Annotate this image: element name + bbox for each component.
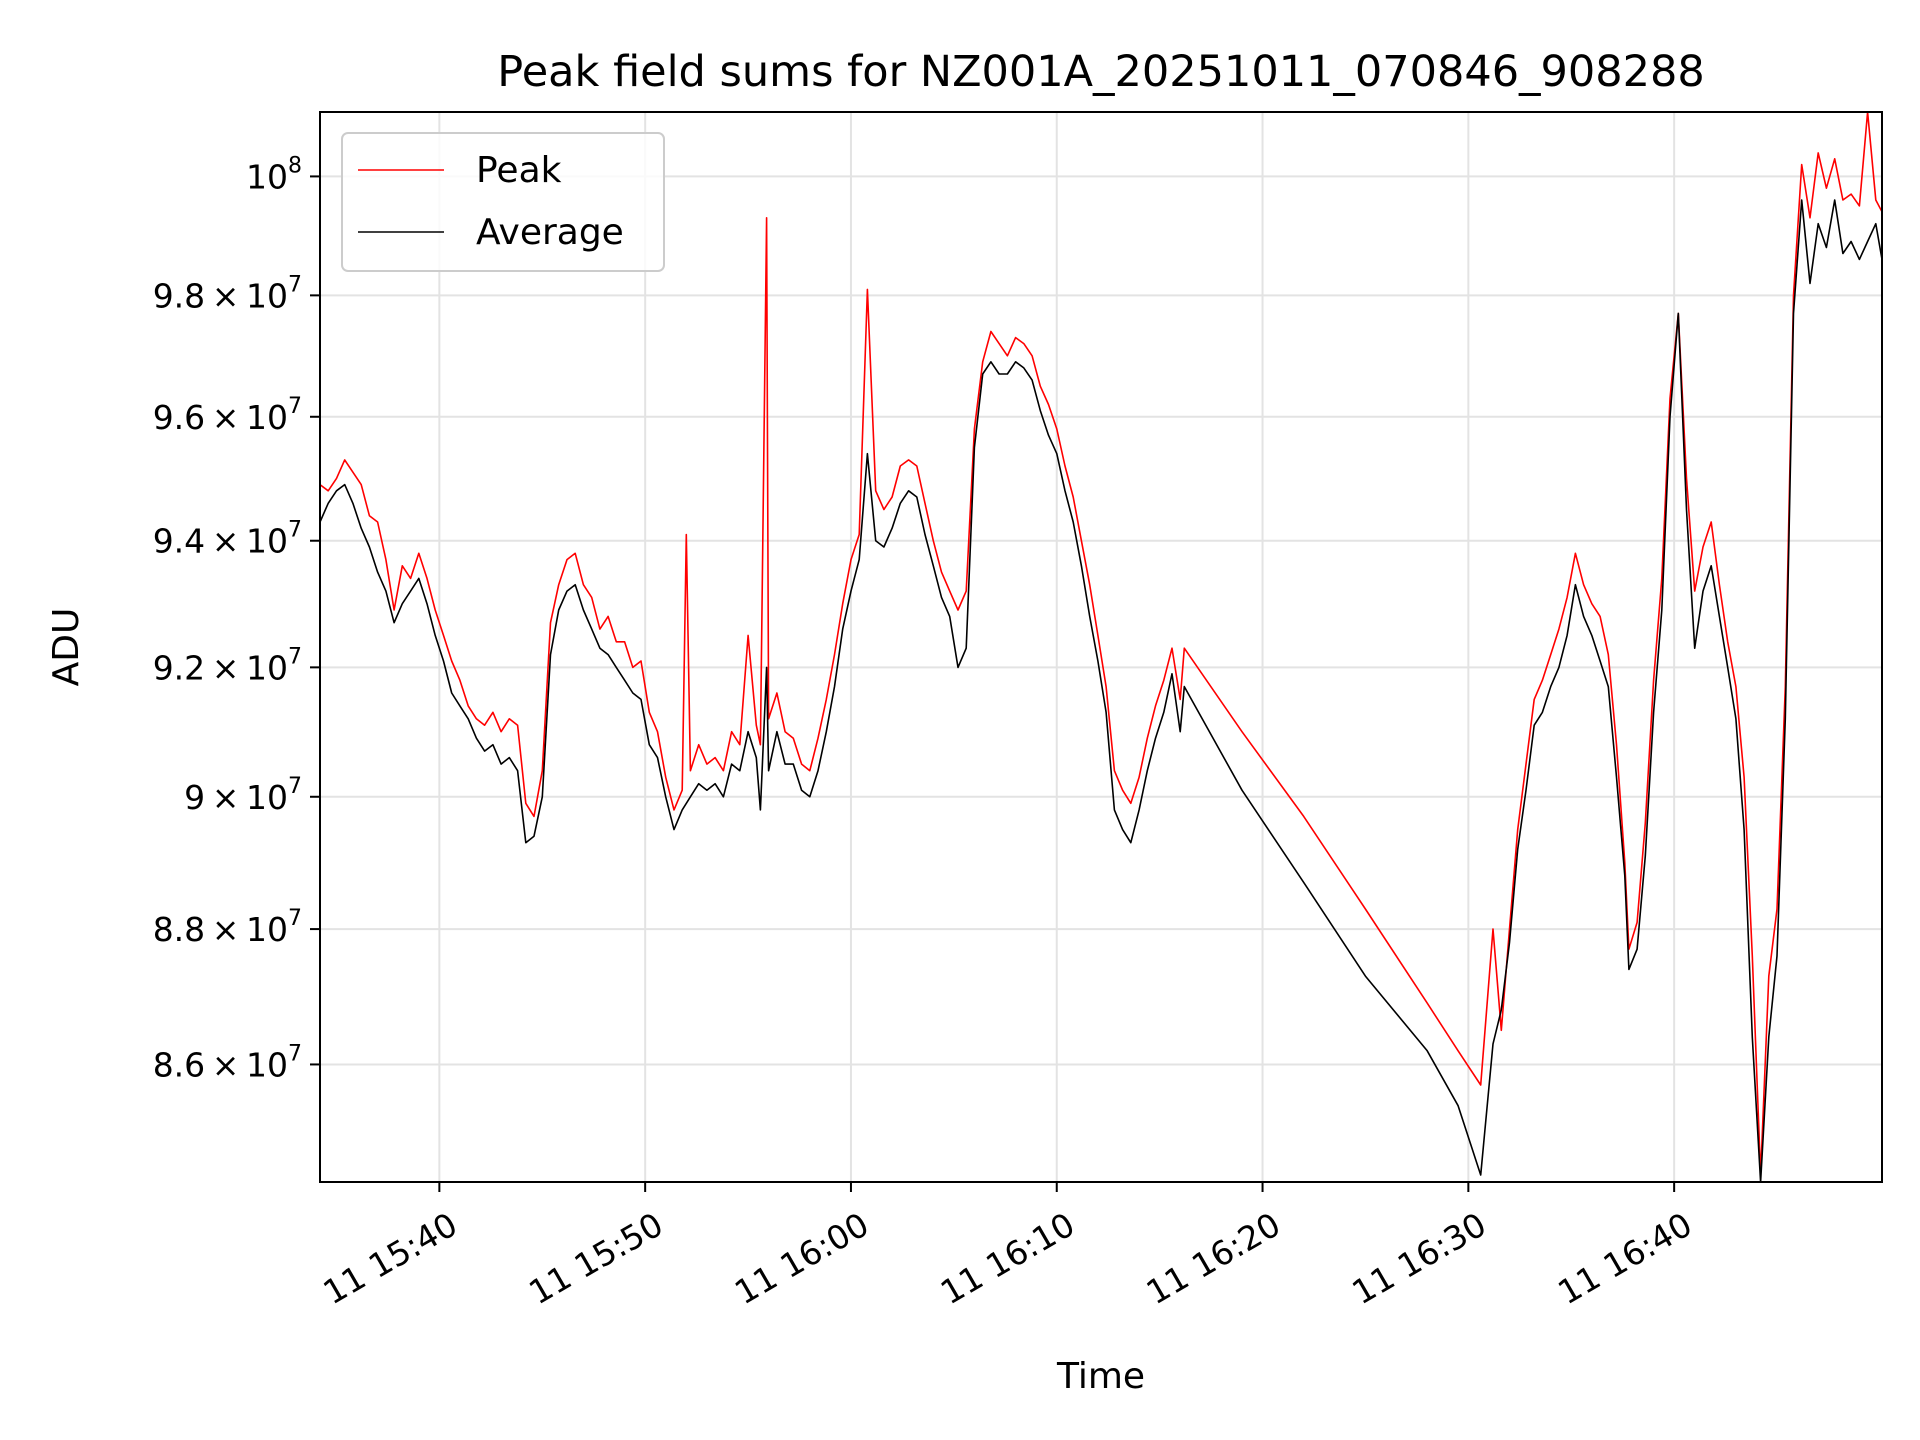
- y-tick-label: 9.2 × 107: [153, 644, 302, 687]
- y-tick-label: 108: [246, 153, 302, 196]
- y-axis-label: ADU: [46, 608, 87, 687]
- x-axis-label: Time: [1056, 1356, 1145, 1397]
- plot-frame: [319, 111, 1883, 1183]
- series-lines: [320, 112, 1882, 1182]
- plot-background: [320, 112, 1882, 1182]
- y-tick-label: 9 × 107: [184, 774, 302, 817]
- series-line-peak: [320, 112, 1882, 1176]
- legend-label-peak: Peak: [476, 150, 562, 191]
- legend-box: [341, 132, 665, 272]
- chart-title: Peak field sums for NZ001A_20251011_0708…: [497, 47, 1704, 97]
- y-tick-label: 9.4 × 107: [153, 518, 302, 561]
- y-tick-label: 9.8 × 107: [153, 272, 302, 315]
- y-tick-label: 9.6 × 107: [153, 394, 302, 437]
- legend: Peak Average: [341, 132, 665, 272]
- legend-label-average: Average: [476, 212, 624, 253]
- y-tick-label: 8.8 × 107: [153, 906, 302, 949]
- y-axis-ticks: 8.6 × 107 8.8 × 107 9 × 107 9.2 × 107 9.4 × …: [153, 153, 320, 1084]
- y-tick-label: 8.6 × 107: [153, 1041, 302, 1084]
- series-line-average: [320, 199, 1882, 1182]
- grid: [320, 112, 1882, 1182]
